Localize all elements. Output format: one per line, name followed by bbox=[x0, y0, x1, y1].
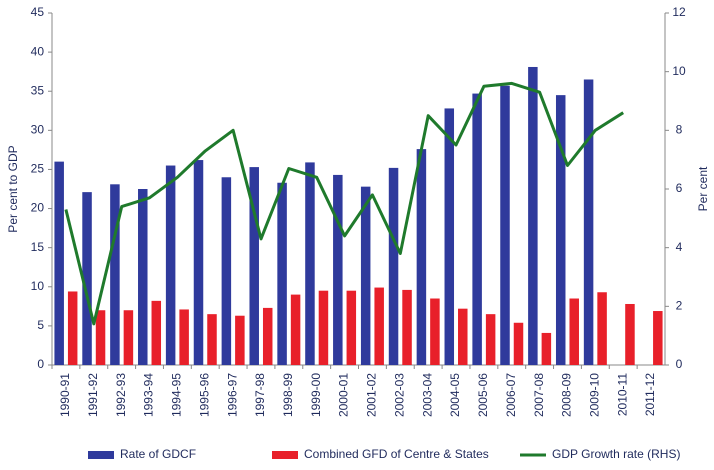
x-tick-label: 1992-93 bbox=[114, 373, 128, 417]
bar bbox=[388, 167, 399, 365]
bar bbox=[179, 309, 189, 365]
y-tick-label: 30 bbox=[31, 123, 45, 137]
bar bbox=[333, 174, 343, 365]
bar bbox=[95, 310, 106, 365]
x-tick-label: 2002-03 bbox=[392, 373, 406, 417]
bar bbox=[318, 290, 329, 365]
bar bbox=[430, 298, 440, 365]
x-tick-label: 2000-01 bbox=[337, 373, 351, 417]
x-tick-label: 2006-07 bbox=[504, 373, 518, 417]
bar bbox=[360, 186, 371, 365]
bar bbox=[402, 289, 412, 365]
x-tick-label: 1993-94 bbox=[142, 373, 156, 417]
y-tick-label: 0 bbox=[37, 357, 44, 371]
x-tick-label: 2001-02 bbox=[365, 373, 379, 417]
bar bbox=[82, 192, 92, 365]
legend-key bbox=[88, 451, 114, 459]
y2-tick-label: 6 bbox=[676, 181, 683, 195]
bar bbox=[54, 161, 64, 365]
bar bbox=[472, 93, 482, 366]
bar bbox=[262, 307, 273, 365]
legend-label: Rate of GDCF bbox=[120, 447, 196, 461]
y-tick-label: 45 bbox=[31, 5, 45, 19]
y-tick-label: 25 bbox=[31, 162, 45, 176]
x-tick-label: 2009-10 bbox=[588, 373, 602, 417]
bar bbox=[485, 314, 496, 365]
x-tick-label: 1995-96 bbox=[197, 373, 211, 417]
bar bbox=[569, 298, 579, 365]
y2-tick-label: 8 bbox=[676, 123, 683, 137]
bar bbox=[151, 300, 162, 365]
bar bbox=[138, 189, 148, 365]
x-tick-label: 2003-04 bbox=[420, 373, 434, 417]
y-tick-label: 35 bbox=[31, 83, 45, 97]
bar bbox=[235, 315, 245, 365]
bar bbox=[249, 167, 259, 365]
y-tick-label: 10 bbox=[31, 279, 45, 293]
bar bbox=[123, 310, 134, 365]
bar bbox=[165, 165, 176, 365]
bar bbox=[416, 149, 427, 365]
bar bbox=[625, 303, 635, 365]
bar bbox=[555, 95, 566, 365]
x-tick-label: 2004-05 bbox=[448, 373, 462, 417]
y2-tick-label: 0 bbox=[676, 357, 683, 371]
x-tick-label: 1991-92 bbox=[86, 373, 100, 417]
bar bbox=[346, 290, 357, 365]
bar bbox=[583, 79, 594, 365]
bar bbox=[207, 314, 217, 365]
bar bbox=[458, 308, 468, 365]
y-axis-title: Per cent to GDP bbox=[6, 145, 20, 232]
y-tick-label: 5 bbox=[37, 318, 44, 332]
legend-key bbox=[272, 451, 298, 459]
bar bbox=[541, 332, 552, 365]
x-tick-label: 1994-95 bbox=[170, 373, 184, 417]
x-tick-label: 1998-99 bbox=[281, 373, 295, 417]
y2-tick-label: 4 bbox=[676, 240, 683, 254]
y-tick-label: 40 bbox=[31, 44, 45, 58]
y2-axis-title: Per cent bbox=[696, 166, 710, 211]
x-tick-label: 1990-91 bbox=[58, 373, 72, 417]
legend-label: Combined GFD of Centre & States bbox=[304, 447, 489, 461]
bar bbox=[444, 108, 455, 365]
y2-tick-label: 12 bbox=[672, 5, 686, 19]
bar bbox=[290, 294, 301, 365]
legend-label: GDP Growth rate (RHS) bbox=[552, 447, 680, 461]
bar bbox=[67, 291, 78, 365]
bar bbox=[500, 85, 510, 365]
bar bbox=[110, 184, 120, 365]
x-tick-label: 1999-00 bbox=[309, 373, 323, 417]
bar bbox=[374, 287, 384, 365]
bar bbox=[528, 66, 538, 366]
x-tick-label: 2007-08 bbox=[532, 373, 546, 417]
y2-tick-label: 10 bbox=[672, 64, 686, 78]
x-tick-label: 2008-09 bbox=[560, 373, 574, 417]
y-tick-label: 20 bbox=[31, 201, 45, 215]
bar bbox=[277, 182, 287, 365]
bar bbox=[221, 177, 232, 365]
line bbox=[64, 81, 625, 326]
x-tick-label: 1997-98 bbox=[253, 373, 267, 417]
x-tick-label: 2010-11 bbox=[615, 373, 629, 416]
x-tick-label: 2011-12 bbox=[643, 373, 657, 416]
x-tick-label: 2005-06 bbox=[476, 373, 490, 417]
bar bbox=[305, 162, 315, 365]
bar bbox=[653, 311, 663, 365]
bar bbox=[193, 160, 204, 365]
y2-tick-label: 2 bbox=[676, 299, 683, 313]
bar bbox=[597, 292, 607, 365]
x-tick-label: 1996-97 bbox=[225, 373, 239, 417]
y-tick-label: 15 bbox=[31, 240, 45, 254]
bar bbox=[513, 322, 524, 365]
